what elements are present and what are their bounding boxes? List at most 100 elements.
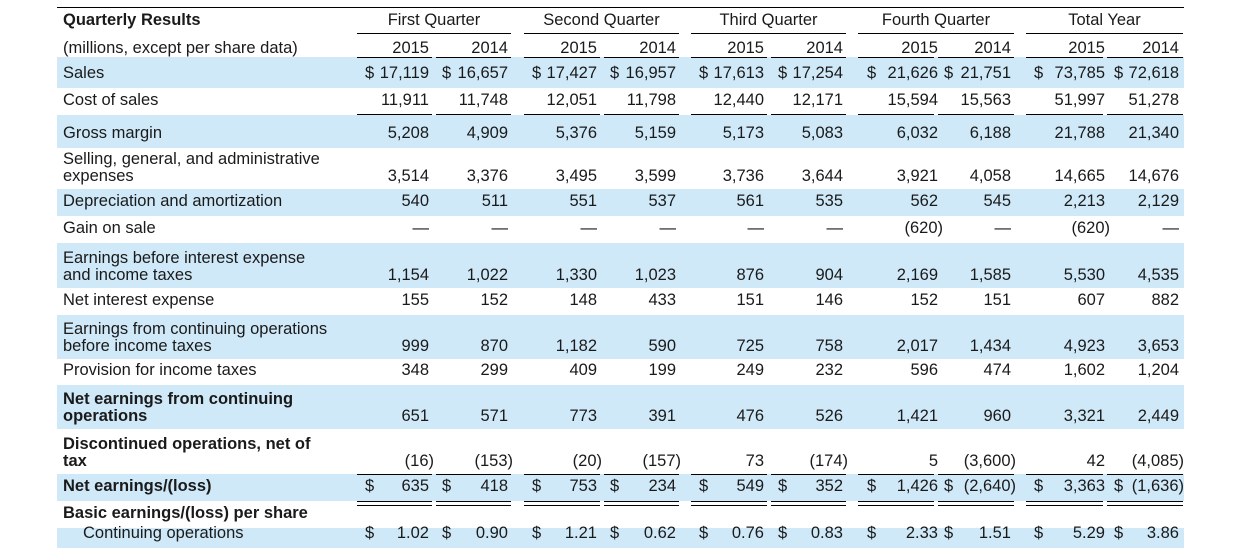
- column-rule: [938, 57, 1014, 58]
- table-row: Provision for income taxes 348 299 409 199 24…: [57, 359, 1184, 385]
- row-value: 72,618: [1128, 64, 1179, 82]
- row-value: 51,997: [1054, 91, 1105, 109]
- column-rule: [524, 501, 600, 506]
- header-group-1: First Quarter: [387, 11, 481, 29]
- row-label: Earnings before interest expense and inc…: [63, 249, 306, 284]
- row-value: 3,363: [1063, 477, 1105, 495]
- row-value: 5,159: [634, 124, 676, 142]
- row-value: —: [412, 219, 430, 237]
- currency-symbol: $: [778, 64, 788, 82]
- column-rule: [524, 114, 600, 115]
- row-value: 1.02: [396, 524, 429, 542]
- currency-symbol: $: [1034, 524, 1044, 542]
- row-value: 433: [648, 291, 676, 309]
- table-row: Discontinued operations, net of tax (16) (…: [57, 429, 1184, 474]
- row-value: —: [826, 219, 844, 237]
- row-value: 511: [481, 192, 508, 210]
- column-rule: [858, 57, 934, 58]
- row-value: 51,278: [1128, 91, 1179, 109]
- table-row: Cost of sales 11,911 11,748 12,051 11,798 12,…: [57, 88, 1184, 115]
- row-value: 758: [815, 337, 843, 355]
- column-rule: [938, 474, 1014, 475]
- row-value: 3,653: [1137, 337, 1179, 355]
- currency-symbol: $: [1114, 477, 1124, 495]
- row-value: (1,636): [1131, 477, 1184, 495]
- table-row: Earnings from continuing operations befo…: [57, 315, 1184, 359]
- row-value: (3,600): [963, 452, 1016, 470]
- row-value: 12,440: [713, 91, 764, 109]
- currency-symbol: $: [1034, 64, 1044, 82]
- row-value: —: [747, 219, 765, 237]
- row-value: 3,376: [466, 167, 508, 185]
- row-label: Continuing operations: [83, 524, 244, 542]
- row-value: 11,798: [626, 91, 676, 109]
- row-value: 151: [736, 291, 764, 309]
- row-value: —: [994, 219, 1012, 237]
- column-rule: [357, 57, 432, 58]
- row-value: 635: [401, 477, 429, 495]
- row-value: 409: [569, 361, 597, 379]
- row-label: Gross margin: [63, 124, 163, 142]
- row-value: 5,530: [1063, 266, 1105, 284]
- table-top-rule: [57, 7, 1184, 8]
- row-value: 1,154: [387, 266, 429, 284]
- currency-symbol: $: [532, 477, 542, 495]
- row-label: Gain on sale: [63, 219, 156, 237]
- header-year: 2014: [639, 39, 676, 57]
- row-value: (20): [572, 452, 602, 470]
- row-value: (2,640): [963, 477, 1016, 495]
- row-value: 0.76: [731, 524, 764, 542]
- column-rule: [436, 501, 511, 506]
- column-rule: [770, 501, 846, 506]
- column-rule: [1106, 57, 1183, 58]
- row-value: 3.86: [1146, 524, 1179, 542]
- row-value: 4,923: [1063, 337, 1105, 355]
- row-value: 1.21: [564, 524, 597, 542]
- currency-symbol: $: [778, 477, 788, 495]
- row-value: 476: [736, 407, 764, 425]
- currency-symbol: $: [532, 64, 542, 82]
- row-value: 3,736: [722, 167, 764, 185]
- table-row: Gain on sale — — — — — — (620) — (620) —: [57, 216, 1184, 243]
- row-label: Discontinued operations, net of tax: [63, 435, 311, 470]
- table-row: Basic earnings/(loss) per share: [57, 501, 1184, 528]
- row-value: 2.33: [905, 524, 938, 542]
- column-rule: [524, 57, 600, 58]
- currency-symbol: $: [867, 477, 877, 495]
- row-value: 17,427: [546, 64, 597, 82]
- column-rule: [938, 501, 1014, 506]
- row-value: (16): [404, 452, 434, 470]
- row-value: 1,602: [1063, 361, 1105, 379]
- row-value: (174): [809, 452, 848, 470]
- header-group-rule: [524, 33, 679, 34]
- row-value: (153): [474, 452, 513, 470]
- row-value: 234: [648, 477, 676, 495]
- row-value: 5: [928, 452, 938, 470]
- row-value: —: [491, 219, 509, 237]
- column-rule: [691, 57, 767, 58]
- header-group-3: Third Quarter: [719, 11, 818, 29]
- row-value: 11,911: [380, 91, 429, 109]
- row-value: 15,563: [960, 91, 1011, 109]
- header-group-rule: [858, 33, 1014, 34]
- column-rule: [770, 114, 846, 115]
- column-rule: [1106, 501, 1183, 506]
- header-year: 2014: [1142, 39, 1179, 57]
- row-value: 6,188: [969, 124, 1011, 142]
- column-rule: [436, 474, 511, 475]
- row-value: 14,665: [1054, 167, 1105, 185]
- row-value: 148: [569, 291, 597, 309]
- row-value: 155: [401, 291, 429, 309]
- row-value: 537: [648, 192, 676, 210]
- currency-symbol: $: [365, 64, 375, 82]
- row-value: (157): [642, 452, 681, 470]
- row-value: 1.51: [978, 524, 1011, 542]
- currency-symbol: $: [442, 64, 452, 82]
- column-rule: [691, 474, 767, 475]
- row-value: 299: [480, 361, 508, 379]
- row-value: 1,023: [634, 266, 676, 284]
- table-row: Continuing operations 1.02 $0.90 $1.21 $0.62…: [57, 524, 1184, 548]
- row-value: —: [580, 219, 598, 237]
- column-rule: [436, 57, 511, 58]
- row-value: 73: [745, 452, 764, 470]
